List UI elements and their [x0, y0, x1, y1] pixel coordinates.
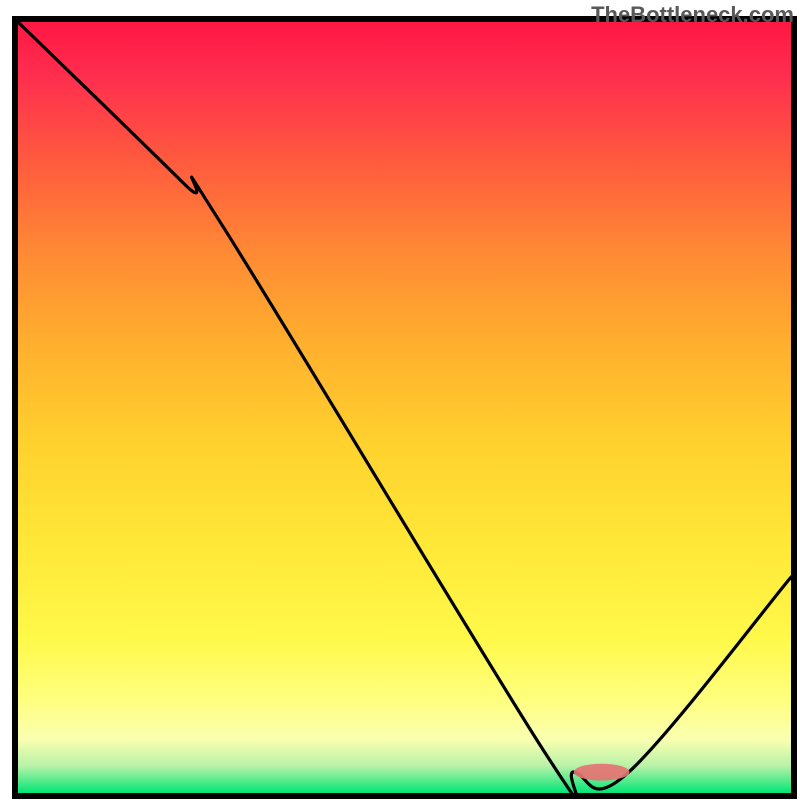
chart-background — [18, 22, 791, 793]
chart-container: TheBottleneck.com — [0, 0, 800, 800]
watermark-label: TheBottleneck.com — [591, 2, 794, 28]
bottleneck-chart — [0, 0, 800, 800]
optimal-marker — [574, 764, 630, 781]
